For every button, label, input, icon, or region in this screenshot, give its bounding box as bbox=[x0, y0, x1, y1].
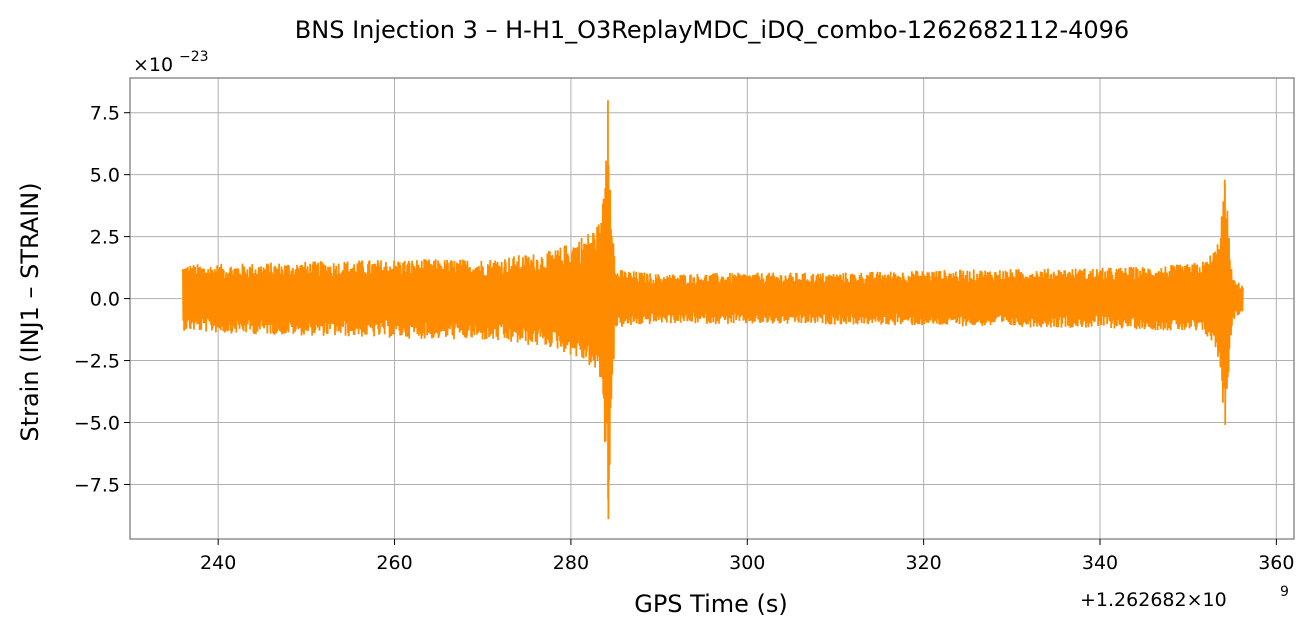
x-tick-label: 360 bbox=[1258, 552, 1294, 574]
y-tick-label: 2.5 bbox=[90, 227, 120, 249]
strain-series-line bbox=[182, 100, 1244, 520]
plot-frame bbox=[129, 77, 1295, 540]
y-tick-label: 0.0 bbox=[90, 289, 120, 311]
x-tick-label: 340 bbox=[1082, 552, 1118, 574]
y-multiplier-exponent: −23 bbox=[179, 49, 209, 65]
x-axis-ticks: 240 260 280 300 320 340 360 bbox=[200, 539, 1294, 574]
chart-title: BNS Injection 3 – H-H1_O3ReplayMDC_iDQ_c… bbox=[295, 16, 1129, 44]
x-tick-label: 240 bbox=[200, 552, 236, 574]
y-axis-ticks: −7.5 −5.0 −2.5 0.0 2.5 5.0 7.5 bbox=[74, 103, 130, 496]
x-offset: +1.262682×10 9 bbox=[1080, 584, 1289, 611]
y-tick-label: 5.0 bbox=[90, 165, 120, 187]
y-tick-label: −2.5 bbox=[74, 351, 120, 373]
x-offset-exponent: 9 bbox=[1280, 584, 1289, 600]
x-offset-text: +1.262682×10 bbox=[1080, 589, 1227, 611]
y-tick-label: −5.0 bbox=[74, 413, 120, 435]
y-tick-label: −7.5 bbox=[74, 474, 120, 496]
x-tick-label: 280 bbox=[553, 552, 589, 574]
y-multiplier: ×10 −23 bbox=[133, 49, 209, 76]
y-multiplier-base: ×10 bbox=[133, 54, 173, 76]
y-axis-label: Strain (INJ1 – STRAIN) bbox=[16, 182, 44, 441]
x-tick-label: 300 bbox=[729, 552, 765, 574]
x-tick-label: 260 bbox=[376, 552, 412, 574]
y-tick-label: 7.5 bbox=[90, 103, 120, 125]
x-axis-label: GPS Time (s) bbox=[634, 590, 788, 618]
x-tick-label: 320 bbox=[906, 552, 942, 574]
